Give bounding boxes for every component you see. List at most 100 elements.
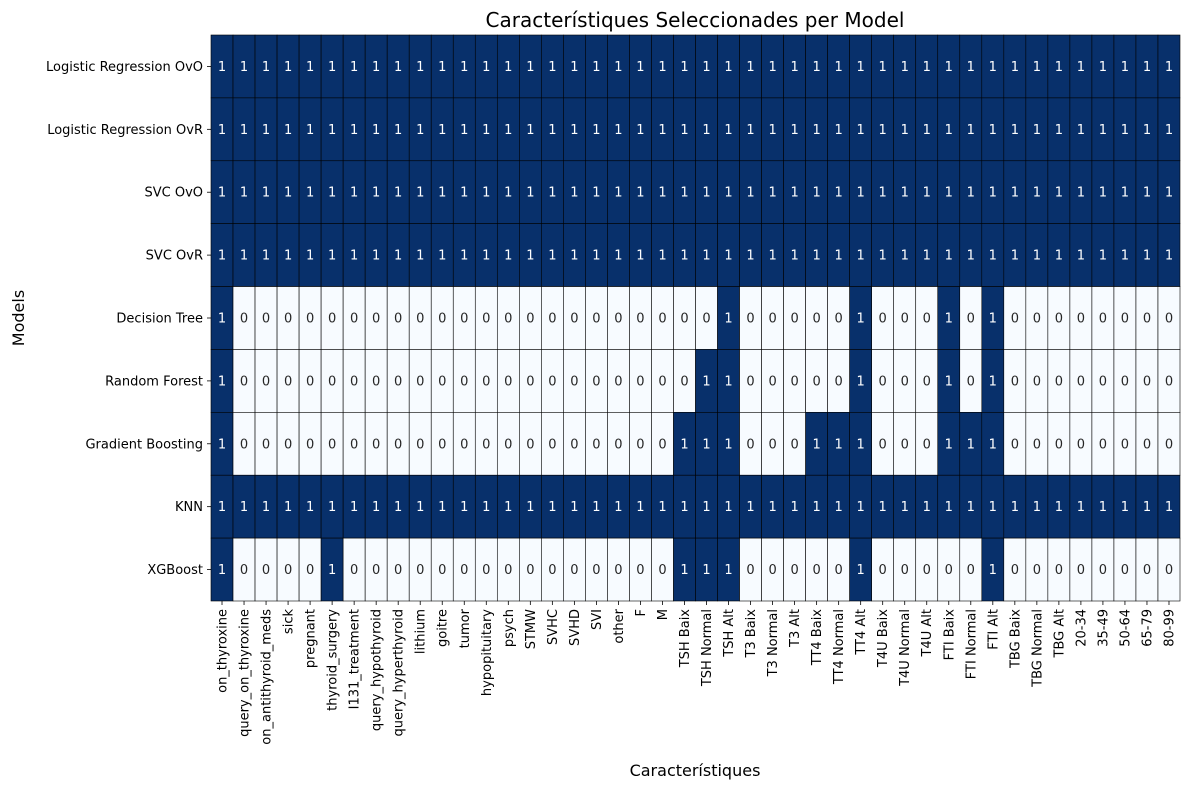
x-tick-label: on_antithyroid_meds (260, 609, 275, 745)
cell-value-label: 1 (240, 500, 248, 515)
cell-value-label: 0 (262, 374, 270, 389)
cell-value-label: 1 (504, 60, 512, 75)
x-tick-label: 50-64 (1118, 609, 1133, 647)
cell-value-label: 1 (1165, 249, 1173, 264)
cell-value-label: 1 (857, 60, 865, 75)
cell-value-label: 0 (768, 563, 776, 578)
cell-value-label: 0 (680, 312, 688, 327)
cell-value-label: 1 (1077, 123, 1085, 138)
cell-value-label: 0 (548, 374, 556, 389)
cell-value-label: 1 (879, 123, 887, 138)
cell-value-label: 1 (945, 249, 953, 264)
cell-value-label: 0 (1077, 312, 1085, 327)
cell-value-label: 0 (306, 437, 314, 452)
cell-value-label: 1 (746, 249, 754, 264)
cell-value-label: 1 (857, 563, 865, 578)
cell-value-label: 0 (1033, 437, 1041, 452)
cell-value-label: 1 (240, 123, 248, 138)
x-tick-label: TBG Baix (1008, 609, 1023, 669)
cell-value-label: 1 (1099, 249, 1107, 264)
cell-value-label: 1 (967, 60, 975, 75)
cell-value-label: 1 (724, 186, 732, 201)
cell-value-label: 0 (879, 563, 887, 578)
cell-value-label: 0 (262, 437, 270, 452)
cell-value-label: 1 (262, 123, 270, 138)
cell-value-label: 1 (1121, 186, 1129, 201)
cell-value-label: 1 (989, 437, 997, 452)
cell-value-label: 1 (945, 60, 953, 75)
x-tick-label: other (612, 608, 627, 643)
cell-value-label: 0 (570, 374, 578, 389)
x-tick-label: TSH Alt (722, 609, 737, 658)
cell-value-label: 1 (1121, 249, 1129, 264)
cell-value-label: 1 (680, 186, 688, 201)
cell-value-label: 1 (570, 123, 578, 138)
cell-value-label: 1 (570, 60, 578, 75)
cell-value-label: 1 (592, 60, 600, 75)
cell-value-label: 0 (482, 374, 490, 389)
cell-value-label: 0 (548, 437, 556, 452)
cell-value-label: 0 (768, 437, 776, 452)
cell-value-label: 1 (967, 437, 975, 452)
cell-value-label: 1 (1143, 60, 1151, 75)
cell-value-label: 1 (636, 60, 644, 75)
cell-value-label: 1 (636, 186, 644, 201)
cell-value-label: 0 (1121, 437, 1129, 452)
cell-value-label: 0 (460, 437, 468, 452)
cell-value-label: 1 (989, 374, 997, 389)
cell-value-label: 1 (724, 60, 732, 75)
cell-value-label: 0 (1033, 374, 1041, 389)
cell-value-label: 1 (989, 249, 997, 264)
x-tick-label: thyroid_surgery (326, 609, 341, 711)
cell-value-label: 1 (702, 123, 710, 138)
cell-value-label: 1 (680, 123, 688, 138)
cell-value-label: 0 (482, 563, 490, 578)
cell-value-label: 0 (504, 563, 512, 578)
cell-value-label: 1 (218, 123, 226, 138)
cell-value-label: 1 (967, 249, 975, 264)
cell-value-label: 1 (658, 60, 666, 75)
cell-value-label: 1 (724, 249, 732, 264)
cell-value-label: 0 (438, 437, 446, 452)
cell-value-label: 0 (548, 563, 556, 578)
cell-value-label: 0 (240, 312, 248, 327)
x-tick-label: query_hyperthyroid (392, 609, 407, 736)
cell-value-label: 1 (1055, 249, 1063, 264)
cell-value-label: 1 (416, 500, 424, 515)
cell-value-label: 1 (1143, 249, 1151, 264)
cell-value-label: 0 (394, 563, 402, 578)
cell-value-label: 1 (460, 186, 468, 201)
cell-value-label: 1 (636, 249, 644, 264)
cell-value-label: 1 (835, 437, 843, 452)
cell-value-label: 1 (636, 500, 644, 515)
cell-value-label: 1 (835, 500, 843, 515)
cell-value-label: 0 (746, 563, 754, 578)
cell-value-label: 1 (989, 186, 997, 201)
cell-value-label: 0 (901, 563, 909, 578)
cell-value-label: 1 (857, 500, 865, 515)
cell-value-label: 0 (548, 312, 556, 327)
x-tick-label: TBG Alt (1052, 609, 1067, 658)
cell-value-label: 0 (284, 563, 292, 578)
x-tick-label: SVI (590, 609, 605, 630)
y-tick-label: Random Forest (105, 374, 203, 389)
cell-value-label: 1 (746, 60, 754, 75)
cell-value-label: 1 (812, 123, 820, 138)
cell-value-label: 1 (482, 500, 490, 515)
cell-value-label: 1 (967, 500, 975, 515)
cell-value-label: 1 (570, 500, 578, 515)
cell-value-label: 0 (328, 374, 336, 389)
cell-value-label: 1 (724, 500, 732, 515)
cell-value-label: 1 (592, 500, 600, 515)
cell-value-label: 0 (1099, 563, 1107, 578)
cell-value-label: 0 (328, 437, 336, 452)
cell-value-label: 1 (658, 123, 666, 138)
cell-value-label: 0 (438, 312, 446, 327)
cell-value-label: 1 (1033, 500, 1041, 515)
cell-value-label: 0 (835, 374, 843, 389)
cell-value-label: 0 (394, 312, 402, 327)
cell-value-label: 1 (218, 186, 226, 201)
cell-value-label: 1 (768, 249, 776, 264)
cell-value-label: 0 (967, 563, 975, 578)
